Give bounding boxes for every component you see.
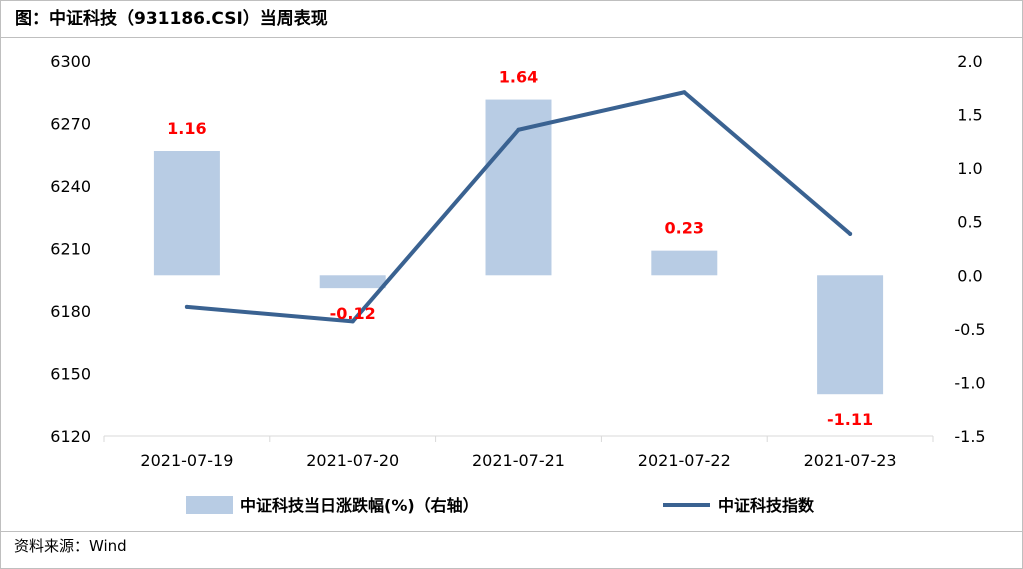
legend-bar-label: 中证科技当日涨跌幅(%)（右轴） bbox=[240, 496, 479, 515]
bar-data-label: -0.12 bbox=[330, 304, 376, 323]
bar bbox=[651, 250, 718, 276]
y-right-tick-label: -1.5 bbox=[954, 427, 985, 446]
data-labels: 1.16 -0.12 1.64 0.23 -1.11 bbox=[167, 68, 873, 430]
bar-data-label: 1.64 bbox=[499, 68, 538, 87]
x-tick-label: 2021-07-19 bbox=[140, 451, 233, 470]
bar-data-label: 1.16 bbox=[167, 119, 206, 138]
y-left-tick-label: 6270 bbox=[50, 115, 91, 134]
x-tick-label: 2021-07-21 bbox=[472, 451, 565, 470]
line-point bbox=[848, 231, 853, 236]
y-left-tick-label: 6210 bbox=[50, 240, 91, 259]
y-right-tick-label: 2.0 bbox=[957, 52, 982, 71]
legend-bar-swatch bbox=[186, 496, 233, 514]
y-right-tick-label: 1.0 bbox=[957, 159, 982, 178]
line-series bbox=[184, 90, 853, 324]
bar-series bbox=[153, 99, 884, 395]
y-right-tick-label: 0.0 bbox=[957, 266, 982, 285]
line-point bbox=[516, 127, 521, 132]
chart-title: 图：中证科技（931186.CSI）当周表现 bbox=[1, 1, 1022, 38]
x-tick-label: 2021-07-23 bbox=[804, 451, 897, 470]
bar-data-label: 0.23 bbox=[665, 219, 704, 238]
source-divider bbox=[1, 531, 1022, 532]
y-right-tick-label: -1.0 bbox=[954, 373, 985, 392]
x-tick-label: 2021-07-20 bbox=[306, 451, 399, 470]
y-left-tick-label: 6240 bbox=[50, 177, 91, 196]
y-right-tick-label: 0.5 bbox=[957, 213, 982, 232]
y-left-tick-label: 6180 bbox=[50, 302, 91, 321]
y-left-tick-label: 6300 bbox=[50, 52, 91, 71]
legend-line-label: 中证科技指数 bbox=[718, 496, 815, 515]
y-left-tick-label: 6150 bbox=[50, 365, 91, 384]
y-right-tick-label: 1.5 bbox=[957, 106, 982, 125]
bar-data-label: -1.11 bbox=[827, 410, 873, 429]
source-note: 资料来源：Wind bbox=[14, 537, 127, 555]
y-left-tick-label: 6120 bbox=[50, 427, 91, 446]
x-tick-label: 2021-07-22 bbox=[638, 451, 731, 470]
bar bbox=[817, 275, 884, 395]
line-point bbox=[184, 304, 189, 309]
line-point bbox=[350, 319, 355, 324]
bar bbox=[153, 151, 220, 276]
bar bbox=[319, 275, 386, 289]
axes: 2021-07-19 2021-07-20 2021-07-21 2021-07-22… bbox=[50, 52, 985, 470]
legend: 中证科技当日涨跌幅(%)（右轴） 中证科技指数 bbox=[186, 496, 815, 515]
y-right-tick-label: -0.5 bbox=[954, 320, 985, 339]
line-point bbox=[682, 90, 687, 95]
